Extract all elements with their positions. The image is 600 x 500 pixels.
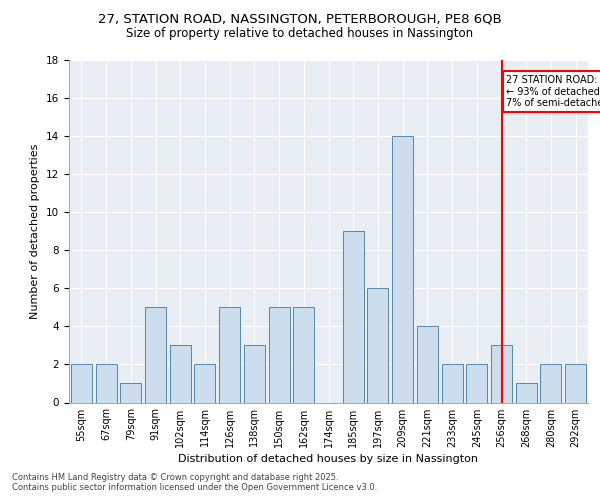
Bar bbox=[269, 308, 290, 402]
Bar bbox=[244, 346, 265, 403]
Bar bbox=[442, 364, 463, 403]
Bar bbox=[95, 364, 116, 403]
Text: 27, STATION ROAD, NASSINGTON, PETERBOROUGH, PE8 6QB: 27, STATION ROAD, NASSINGTON, PETERBOROU… bbox=[98, 12, 502, 26]
Bar bbox=[145, 308, 166, 402]
Text: Contains HM Land Registry data © Crown copyright and database right 2025.
Contai: Contains HM Land Registry data © Crown c… bbox=[12, 473, 377, 492]
Bar bbox=[417, 326, 438, 402]
Bar bbox=[71, 364, 92, 403]
Bar bbox=[466, 364, 487, 403]
Text: 27 STATION ROAD: 257sqm
← 93% of detached houses are smaller (70)
7% of semi-det: 27 STATION ROAD: 257sqm ← 93% of detache… bbox=[506, 75, 600, 108]
Bar bbox=[120, 384, 141, 402]
X-axis label: Distribution of detached houses by size in Nassington: Distribution of detached houses by size … bbox=[179, 454, 479, 464]
Bar bbox=[565, 364, 586, 403]
Bar bbox=[170, 346, 191, 403]
Bar bbox=[392, 136, 413, 402]
Y-axis label: Number of detached properties: Number of detached properties bbox=[31, 144, 40, 319]
Bar bbox=[293, 308, 314, 402]
Bar bbox=[194, 364, 215, 403]
Bar bbox=[541, 364, 562, 403]
Bar bbox=[219, 308, 240, 402]
Bar bbox=[516, 384, 537, 402]
Bar bbox=[491, 346, 512, 403]
Text: Size of property relative to detached houses in Nassington: Size of property relative to detached ho… bbox=[127, 28, 473, 40]
Bar bbox=[343, 231, 364, 402]
Bar bbox=[367, 288, 388, 403]
